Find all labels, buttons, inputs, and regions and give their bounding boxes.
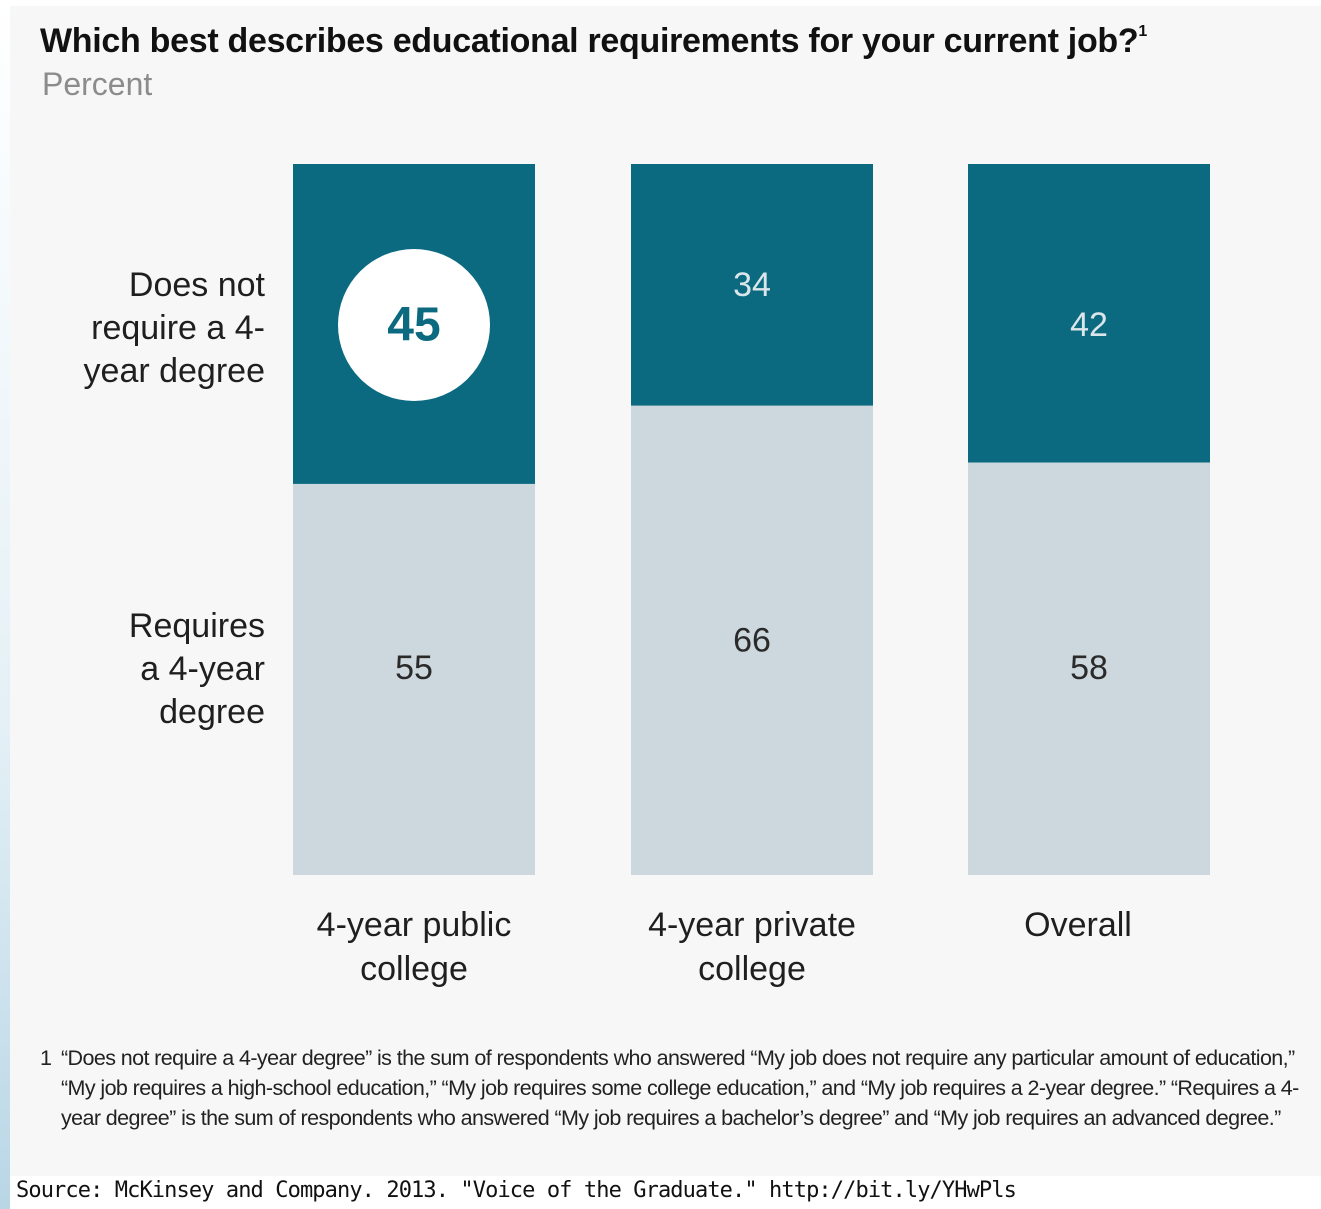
- footnote: 1 “Does not require a 4-year degree” is …: [40, 1043, 1315, 1133]
- category-label-public: 4-year public college: [264, 903, 564, 991]
- bar-segment-overall-requires-a-4-year-degree: [968, 462, 1210, 875]
- series-label-line: a 4-year: [140, 650, 265, 688]
- source-citation: Source: McKinsey and Company. 2013. "Voi…: [16, 1178, 1017, 1203]
- category-label-line: 4-year public: [316, 906, 512, 944]
- data-label-4-year-public-college-requires-a-4-year-degree: 55: [395, 649, 433, 687]
- category-label-line: Overall: [1024, 906, 1132, 944]
- data-label-4-year-private-college-does-not-require-a-4-year-degree: 34: [733, 266, 771, 304]
- series-label-line: Requires: [128, 607, 265, 645]
- category-label-overall: Overall: [928, 903, 1228, 947]
- data-label-overall-requires-a-4-year-degree: 58: [1070, 649, 1108, 687]
- series-label-line: degree: [159, 693, 265, 731]
- chart-subtitle: Percent: [42, 66, 153, 102]
- chart-title-text: Which best describes educational require…: [40, 22, 1139, 60]
- data-label-overall-does-not-require-a-4-year-degree: 42: [1070, 306, 1108, 344]
- chart-title: Which best describes educational require…: [40, 22, 1147, 61]
- category-label-line: 4-year private: [648, 906, 856, 944]
- series-label-line: Does not: [128, 266, 265, 304]
- category-label-private: 4-year private college: [602, 903, 902, 991]
- series-label-required: Requires a 4-year degree: [45, 605, 265, 734]
- data-label-4-year-public-college-does-not-require-a-4-year-degree: 45: [387, 299, 440, 352]
- bar-segment-overall-does-not-require-a-4-year-degree: [968, 164, 1210, 463]
- highlight-circle: [338, 249, 490, 401]
- series-label-line: year degree: [83, 352, 265, 390]
- edge-gradient: [0, 0, 10, 1209]
- category-label-line: college: [360, 950, 468, 988]
- series-label-not-required: Does not require a 4- year degree: [45, 264, 265, 393]
- data-label-4-year-private-college-requires-a-4-year-degree: 66: [733, 621, 771, 659]
- title-footnote-mark: 1: [1138, 22, 1147, 40]
- footnote-text: “Does not require a 4-year degree” is th…: [61, 1046, 1299, 1130]
- series-label-line: require a 4-: [91, 309, 265, 347]
- bar-segment-4-year-private-college-requires-a-4-year-degree: [631, 405, 873, 875]
- category-label-line: college: [698, 950, 806, 988]
- bar-segment-4-year-private-college-does-not-require-a-4-year-degree: [631, 164, 873, 406]
- footnote-number: 1: [40, 1046, 52, 1070]
- bar-segment-4-year-public-college-requires-a-4-year-degree: [293, 483, 535, 875]
